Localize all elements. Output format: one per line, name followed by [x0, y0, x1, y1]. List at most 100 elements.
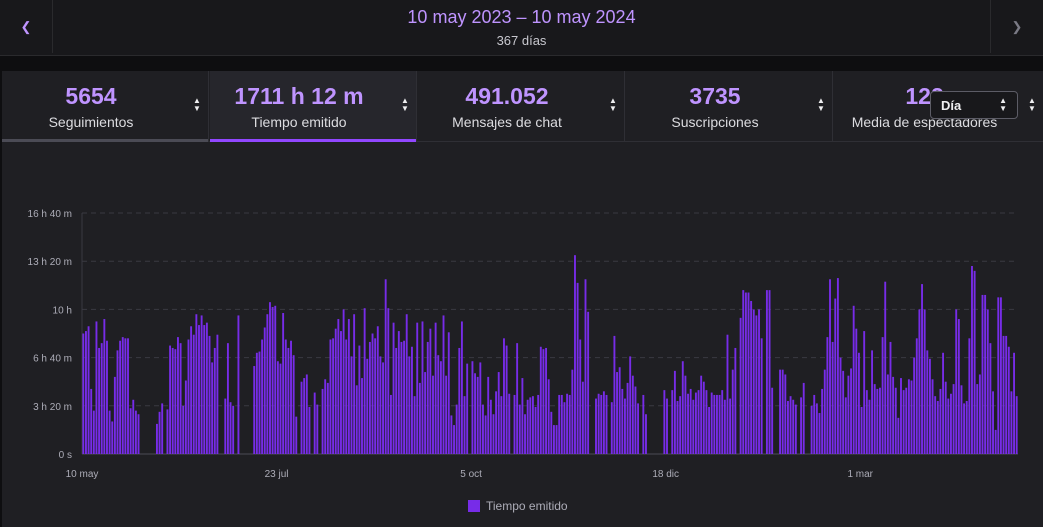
bar[interactable]: [850, 368, 852, 454]
bar[interactable]: [87, 326, 90, 454]
bar[interactable]: [184, 380, 187, 455]
bar[interactable]: [742, 290, 745, 454]
bar[interactable]: [989, 343, 992, 454]
bar[interactable]: [836, 278, 839, 454]
bar[interactable]: [999, 297, 1002, 454]
bar[interactable]: [739, 317, 742, 454]
bar[interactable]: [600, 394, 603, 454]
bar[interactable]: [524, 414, 526, 454]
bar[interactable]: [574, 255, 576, 454]
bar[interactable]: [463, 396, 466, 454]
bar[interactable]: [495, 391, 498, 454]
bar[interactable]: [405, 314, 408, 454]
bar[interactable]: [760, 338, 763, 454]
bar[interactable]: [952, 384, 955, 454]
bar[interactable]: [411, 346, 413, 454]
bar[interactable]: [716, 394, 718, 454]
bar[interactable]: [516, 343, 519, 454]
bar[interactable]: [187, 339, 190, 454]
bar[interactable]: [629, 356, 632, 454]
bar[interactable]: [553, 425, 555, 454]
bar[interactable]: [179, 343, 182, 454]
bar[interactable]: [897, 417, 900, 454]
bar[interactable]: [408, 356, 411, 454]
bar[interactable]: [902, 390, 905, 454]
bar[interactable]: [174, 349, 177, 454]
bar[interactable]: [689, 388, 692, 454]
bar[interactable]: [666, 398, 668, 454]
bar[interactable]: [944, 381, 947, 454]
bar[interactable]: [455, 404, 458, 454]
bar[interactable]: [324, 379, 327, 454]
bar[interactable]: [971, 266, 973, 454]
bar[interactable]: [913, 357, 916, 454]
bar[interactable]: [95, 321, 98, 454]
bar[interactable]: [587, 311, 590, 454]
bar[interactable]: [200, 315, 203, 454]
bar[interactable]: [368, 341, 371, 454]
chart-legend[interactable]: Tiempo emitido: [468, 498, 568, 514]
bar[interactable]: [276, 361, 279, 454]
bar[interactable]: [934, 396, 937, 454]
bar[interactable]: [926, 350, 929, 454]
bar[interactable]: [857, 352, 860, 454]
bar[interactable]: [337, 319, 340, 454]
bar[interactable]: [915, 338, 918, 454]
bar[interactable]: [800, 397, 803, 454]
bar[interactable]: [497, 372, 500, 454]
bar[interactable]: [484, 415, 487, 454]
bar[interactable]: [623, 398, 626, 454]
bar[interactable]: [931, 379, 934, 454]
bar[interactable]: [195, 314, 198, 454]
bar[interactable]: [978, 374, 981, 454]
bar[interactable]: [563, 402, 566, 454]
bar[interactable]: [474, 373, 477, 454]
bar[interactable]: [865, 390, 868, 454]
bar[interactable]: [134, 410, 137, 454]
bar[interactable]: [618, 367, 621, 454]
bar[interactable]: [834, 298, 837, 454]
bar[interactable]: [684, 375, 687, 454]
bar[interactable]: [616, 372, 618, 454]
bar[interactable]: [361, 378, 363, 454]
bar[interactable]: [487, 376, 490, 454]
bar[interactable]: [171, 347, 174, 454]
bar[interactable]: [332, 338, 335, 454]
bar[interactable]: [166, 409, 169, 454]
bar[interactable]: [634, 386, 637, 454]
bar[interactable]: [700, 375, 703, 454]
bar[interactable]: [124, 338, 127, 454]
bar[interactable]: [129, 408, 132, 454]
bar[interactable]: [389, 394, 392, 454]
bar[interactable]: [350, 356, 353, 454]
bar[interactable]: [826, 337, 829, 454]
bar[interactable]: [345, 339, 348, 454]
bar[interactable]: [955, 309, 958, 454]
bar[interactable]: [744, 292, 747, 454]
bar[interactable]: [871, 350, 874, 454]
bar[interactable]: [810, 405, 813, 454]
bar[interactable]: [860, 407, 863, 454]
bar[interactable]: [547, 379, 550, 454]
bar[interactable]: [645, 414, 647, 454]
bar[interactable]: [973, 270, 976, 454]
bar[interactable]: [663, 390, 666, 454]
bar[interactable]: [907, 379, 910, 454]
bar[interactable]: [597, 393, 600, 454]
bar[interactable]: [374, 338, 377, 454]
bar[interactable]: [216, 334, 219, 454]
bar[interactable]: [418, 382, 421, 454]
bar[interactable]: [482, 404, 484, 454]
bar[interactable]: [453, 425, 455, 454]
bar[interactable]: [287, 347, 290, 454]
bar[interactable]: [292, 355, 295, 454]
bar[interactable]: [831, 341, 834, 454]
bar[interactable]: [111, 421, 114, 454]
bar[interactable]: [237, 315, 240, 454]
bar[interactable]: [492, 414, 495, 454]
bar[interactable]: [729, 398, 732, 454]
bar[interactable]: [190, 326, 193, 454]
bar[interactable]: [950, 393, 952, 454]
bar[interactable]: [224, 398, 227, 454]
bar[interactable]: [258, 351, 261, 454]
